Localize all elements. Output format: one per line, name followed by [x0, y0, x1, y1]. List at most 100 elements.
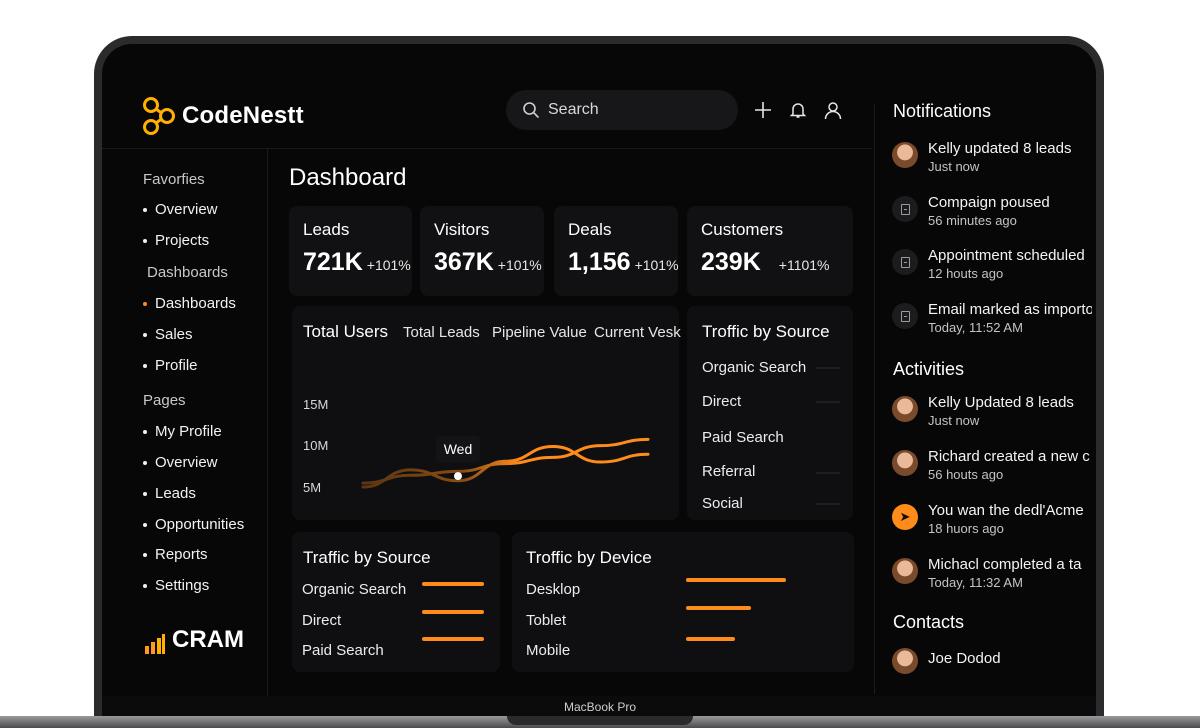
sidebar-item-leads[interactable]: Leads — [143, 485, 196, 502]
avatar — [892, 648, 918, 674]
kpi-value: 1,156 — [568, 248, 631, 276]
traffic-row-label: Paid Search — [702, 429, 784, 446]
kpi-value: 367K — [434, 248, 494, 276]
tab-pipeline-value[interactable]: Pipeline Value — [492, 324, 587, 341]
search-input[interactable]: Search — [506, 90, 738, 130]
kpi-label: Leads — [303, 220, 350, 239]
device-bar-track — [686, 637, 848, 641]
traffic-source-panel — [292, 532, 500, 672]
notification-item[interactable]: Kelly updated 8 leads Just now — [892, 140, 1092, 174]
brand[interactable]: CodeNestt — [142, 96, 304, 136]
sidebar-item-label: Settings — [155, 577, 210, 594]
notification-item[interactable]: Compaign poused 56 minutes ago — [892, 194, 1092, 228]
search-placeholder: Search — [548, 101, 599, 118]
sidebar-item-my-profile[interactable]: My Profile — [143, 423, 222, 440]
sidebar-item-opportunities[interactable]: Opportunities — [143, 516, 244, 533]
notification-time: Today, 11:52 AM — [928, 320, 1023, 335]
contacts-title: Contacts — [893, 612, 965, 632]
kpi-value: 239K — [701, 248, 761, 276]
source-bar-fill — [422, 610, 484, 614]
kpi-delta: +101% — [497, 257, 542, 273]
activity-item[interactable]: Richard created a new c 56 houts ago — [892, 448, 1092, 482]
y-tick-label: 15M — [303, 397, 328, 412]
page-title: Dashboard — [289, 164, 407, 191]
sidebar-item-dashboards[interactable]: Dashboards — [143, 295, 236, 312]
bullet-icon — [143, 552, 147, 557]
kpi-card-deals[interactable]: Deals 1,156 +101% — [554, 206, 679, 296]
sidebar-item-settings[interactable]: Settings — [143, 577, 209, 594]
traffic-row-label: Organic Search — [702, 359, 807, 376]
tab-total-users[interactable]: Total Users — [303, 322, 389, 341]
plus-icon[interactable] — [752, 99, 774, 121]
panel-title: Troffic by Device — [526, 548, 652, 567]
source-row-label: Organic Search — [302, 581, 407, 598]
tab-current-vesk[interactable]: Current Vesk — [594, 324, 681, 341]
bar-chart-logo-icon — [145, 634, 165, 654]
device-bar-fill — [686, 578, 787, 582]
orange-action-icon: ➤ — [892, 504, 918, 530]
sidebar-item-label: Reports — [155, 546, 208, 563]
panel-title: Troffic by Source — [702, 322, 830, 341]
activity-item[interactable]: ➤ You wan the dedl'Acme 18 huors ago — [892, 502, 1092, 536]
traffic-row-bar — [816, 367, 840, 369]
notifications-title: Notifications — [893, 101, 992, 121]
kpi-label: Customers — [701, 220, 784, 239]
sidebar-item-label: Opportunities — [155, 516, 245, 533]
device-bar-fill — [686, 606, 751, 610]
series-line-2[interactable] — [361, 437, 650, 485]
kpi-label: Deals — [568, 220, 612, 239]
users-line-chart: 15M10M5M0MonTueWedThuFriSatSunWed — [303, 397, 650, 495]
source-row-label: Direct — [302, 612, 342, 629]
sidebar-item-projects[interactable]: Projects — [143, 232, 209, 249]
tooltip-label: Wed — [444, 441, 473, 457]
document-icon — [892, 303, 918, 329]
user-icon[interactable] — [822, 99, 844, 121]
notification-item[interactable]: Email marked as importo Today, 11:52 AM — [892, 301, 1092, 335]
series-line-1[interactable] — [361, 444, 650, 489]
traffic-row-label: Direct — [702, 393, 742, 410]
sidebar-item-label: Dashboards — [155, 295, 236, 312]
sidebar-item-overview[interactable]: Overview — [143, 201, 218, 218]
notification-item[interactable]: Appointment scheduled 12 houts ago — [892, 247, 1092, 281]
bell-icon[interactable] — [787, 99, 809, 121]
brand-name: CodeNestt — [182, 102, 304, 129]
sidebar-item-profile[interactable]: Profile — [143, 357, 198, 374]
sidebar-item-sales[interactable]: Sales — [143, 326, 193, 343]
sidebar-item-label: Leads — [155, 485, 196, 502]
activities-title: Activities — [893, 359, 965, 379]
device-model-label: MacBook Pro — [563, 700, 637, 714]
kpi-card-visitors[interactable]: Visitors 367K +101% — [420, 206, 544, 296]
kpi-card-leads[interactable]: Leads 721K +101% — [289, 206, 412, 296]
notification-title: Email marked as importo — [928, 301, 1092, 318]
avatar — [892, 396, 918, 422]
contact-item[interactable]: Joe Dodod — [892, 646, 1092, 674]
avatar — [892, 450, 918, 476]
sidebar-item-reports[interactable]: Reports — [143, 546, 208, 563]
device-bar-track — [686, 606, 848, 610]
sidebar-section-pages: Pages — [143, 392, 186, 409]
document-icon — [892, 249, 918, 275]
activity-item[interactable]: Michacl completed a ta Today, 11:32 AM — [892, 556, 1092, 590]
bullet-icon — [143, 491, 147, 496]
kpi-value: 721K — [303, 248, 363, 276]
activity-item[interactable]: Kelly Updated 8 leads Just now — [892, 394, 1092, 428]
tab-total-leads[interactable]: Total Leads — [403, 324, 480, 341]
kpi-delta: +101% — [366, 257, 411, 273]
notifications-divider — [874, 104, 875, 694]
kpi-delta: +1101% — [778, 257, 830, 273]
kpi-card-customers[interactable]: Customers 239K +1101% — [687, 206, 853, 296]
notification-title: Compaign poused — [928, 194, 1050, 211]
header-divider — [102, 148, 872, 149]
sidebar-item-label: My Profile — [155, 423, 222, 440]
bullet-icon — [143, 207, 147, 212]
device-bar-track — [686, 578, 848, 582]
device-row-label: Mobile — [526, 642, 571, 659]
sidebar-item-overview-page[interactable]: Overview — [143, 454, 218, 471]
sidebar-item-label: Overview — [155, 454, 218, 471]
traffic-row-bar — [816, 472, 840, 474]
sidebar-item-label: Sales — [155, 326, 193, 343]
kpi-delta: +101% — [634, 257, 679, 273]
laptop-bezel — [102, 696, 1096, 718]
brand-logo-icon — [143, 97, 175, 135]
tooltip-box — [436, 436, 480, 463]
